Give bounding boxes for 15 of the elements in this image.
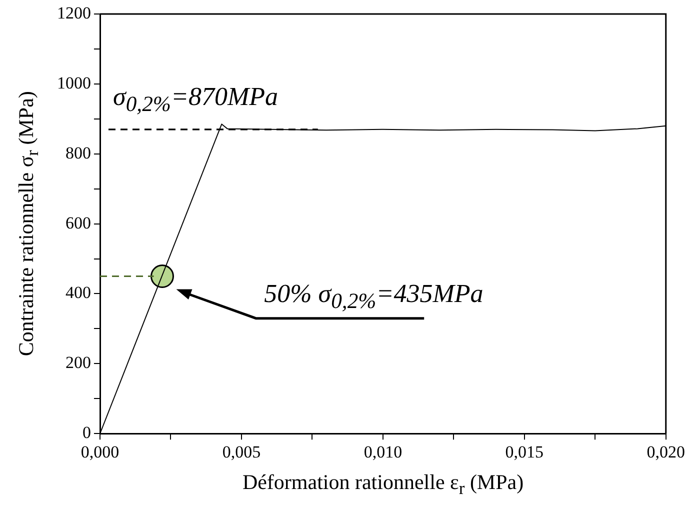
x-tick-label: 0,010 bbox=[364, 442, 402, 462]
x-tick-label: 0,005 bbox=[222, 442, 261, 462]
x-tick-label: 0,015 bbox=[505, 442, 544, 462]
y-tick-label: 800 bbox=[66, 143, 91, 162]
y-tick-label: 200 bbox=[66, 353, 91, 372]
x-tick-label: 0,020 bbox=[646, 442, 685, 462]
annotation: 50% σ$_{0,2%}$=435MPa bbox=[264, 278, 484, 314]
y-tick-label: 400 bbox=[66, 283, 91, 302]
y-tick-label: 1000 bbox=[57, 73, 91, 92]
x-axis-title: Déformation rationnelle ε$_{r}$ (MPa) bbox=[242, 470, 524, 499]
y-tick-label: 1200 bbox=[57, 3, 91, 22]
y-tick-label: 0 bbox=[82, 423, 91, 442]
annotation: σ$_{0,2%}$=870MPa bbox=[113, 82, 278, 118]
y-tick-label: 600 bbox=[66, 213, 91, 232]
x-tick-label: 0,000 bbox=[80, 442, 120, 462]
